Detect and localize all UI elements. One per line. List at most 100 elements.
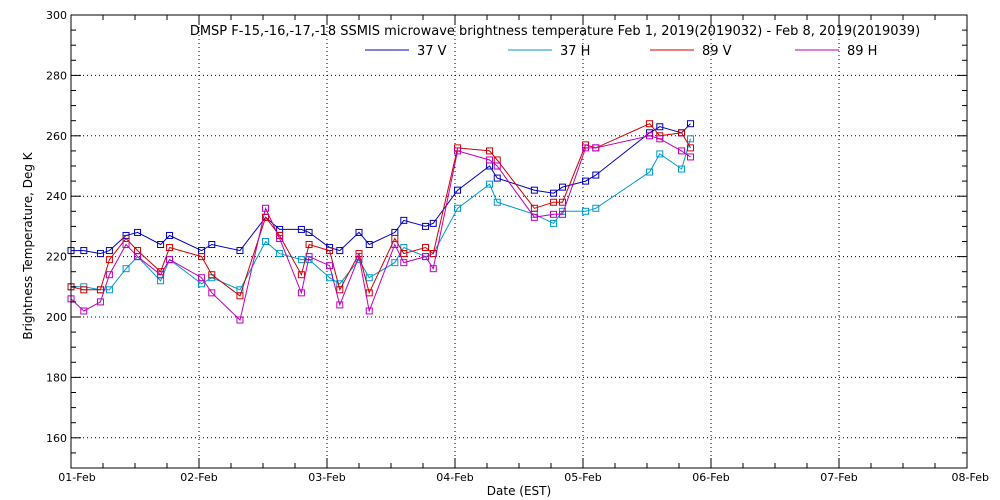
data-point-marker (582, 177, 590, 185)
legend-entry: 37 H (508, 44, 590, 59)
data-point-marker (530, 186, 538, 194)
data-point-marker (305, 228, 313, 236)
data-point-marker (486, 156, 494, 164)
data-point-marker (550, 189, 558, 197)
data-point-marker (262, 238, 270, 245)
data-point-marker (454, 147, 462, 155)
legend-label: 37 H (560, 44, 590, 59)
data-point-marker (166, 244, 174, 252)
data-point-marker (656, 135, 664, 143)
data-point-marker (96, 250, 104, 258)
data-point-marker (236, 292, 244, 300)
y-tick-label: 200 (46, 311, 67, 324)
data-point-marker (262, 204, 270, 212)
data-point-marker (493, 162, 501, 170)
data-point-marker (550, 219, 558, 227)
data-point-marker (105, 271, 113, 279)
x-tick-label: 02-Feb (180, 471, 217, 484)
data-point-marker (365, 274, 373, 282)
data-point-marker (157, 241, 165, 249)
data-point-marker (592, 171, 600, 179)
data-point-marker (530, 213, 538, 221)
data-point-marker (429, 219, 437, 227)
x-tick-label: 05-Feb (564, 471, 601, 484)
data-point-marker (454, 204, 462, 212)
x-axis-label: Date (EST) (487, 484, 551, 498)
x-tick-label: 01-Feb (58, 471, 95, 484)
data-point-marker (559, 183, 567, 191)
axis-ticks: 160 180 200 220 240 260 280 300 01-Feb 02-Feb 03-F… (46, 9, 989, 484)
legend-entry: 37 V (365, 44, 447, 59)
y-tick-label: 180 (46, 371, 67, 384)
x-tick-label: 06-Feb (692, 471, 729, 484)
data-point-marker (96, 286, 104, 294)
data-point-marker (122, 241, 130, 249)
data-point-marker (550, 198, 558, 206)
data-point-marker (157, 271, 165, 279)
grid (71, 15, 967, 468)
data-point-marker (134, 228, 142, 236)
data-point-marker (365, 307, 373, 315)
series-lines (67, 120, 695, 324)
data-point-marker (236, 247, 244, 255)
data-point-marker (326, 247, 334, 255)
series-line (71, 123, 691, 255)
data-point-marker (208, 271, 216, 279)
data-point-marker (592, 204, 600, 212)
data-point-marker (687, 120, 695, 128)
y-tick-label: 300 (46, 9, 67, 22)
data-point-marker (276, 250, 284, 258)
data-point-marker (400, 216, 408, 224)
data-point-marker (493, 174, 501, 182)
data-point-marker (687, 135, 695, 143)
data-point-marker (336, 286, 344, 294)
data-point-marker (678, 147, 686, 155)
data-point-marker (80, 286, 88, 294)
data-point-marker (582, 144, 590, 152)
y-tick-label: 260 (46, 130, 67, 143)
data-point-marker (687, 144, 695, 152)
data-point-marker (355, 253, 363, 261)
plot-frame (70, 14, 968, 469)
data-point-marker (355, 228, 363, 236)
data-point-marker (297, 289, 305, 297)
data-point-marker (80, 307, 88, 315)
data-point-marker (422, 244, 430, 252)
x-tick-label: 08-Feb (952, 471, 989, 484)
data-point-marker (486, 147, 494, 155)
y-tick-label: 280 (46, 69, 67, 82)
data-point-marker (297, 225, 305, 233)
data-point-marker (400, 259, 408, 267)
data-point-marker (166, 256, 174, 264)
data-point-marker (678, 129, 686, 137)
data-point-marker (646, 132, 654, 140)
data-point-marker (236, 316, 244, 324)
data-point-marker (592, 144, 600, 152)
data-point-marker (454, 186, 462, 194)
legend-label: 89 V (702, 44, 732, 59)
x-tick-label: 07-Feb (820, 471, 857, 484)
data-point-marker (422, 253, 430, 261)
data-point-marker (122, 265, 130, 273)
data-point-marker (208, 241, 216, 249)
data-point-marker (559, 198, 567, 206)
data-point-marker (530, 204, 538, 212)
data-point-marker (391, 259, 399, 267)
data-point-marker (208, 289, 216, 297)
data-point-marker (687, 153, 695, 161)
legend-entry: 89 V (650, 44, 732, 59)
data-point-marker (336, 247, 344, 255)
legend-entry: 89 H (795, 44, 877, 59)
data-point-marker (646, 168, 654, 176)
data-point-marker (493, 198, 501, 206)
legend: 37 V 37 H 89 V 89 H (365, 44, 877, 59)
y-tick-label: 220 (46, 251, 67, 264)
data-point-marker (400, 250, 408, 258)
y-tick-label: 160 (46, 432, 67, 445)
series-line (70, 135, 691, 321)
data-point-marker (80, 247, 88, 255)
series-89-h (67, 132, 695, 324)
data-point-marker (656, 150, 664, 158)
data-point-marker (429, 265, 437, 273)
